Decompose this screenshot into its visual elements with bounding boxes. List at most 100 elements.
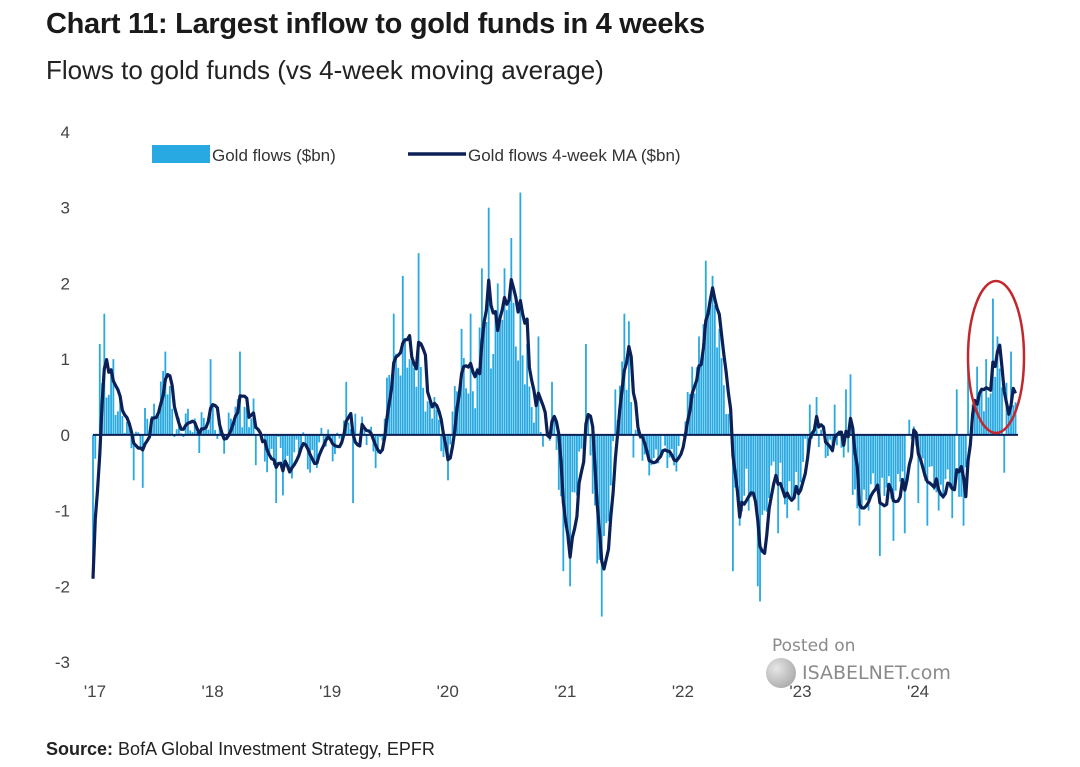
x-axis: '17 '18 '19 '20 '21 '22 '23 '24 <box>84 682 929 701</box>
flow-bar <box>987 397 990 435</box>
flow-bar <box>458 387 461 435</box>
flow-bar <box>555 434 558 450</box>
flow-bar <box>865 434 868 501</box>
flow-bar <box>851 434 854 495</box>
flow-bar <box>406 367 409 435</box>
flow-bar <box>505 310 508 435</box>
flow-bar <box>964 434 967 468</box>
flow-bar <box>336 432 339 435</box>
flow-bar <box>802 434 804 462</box>
flow-bar <box>404 339 406 435</box>
flow-bar <box>575 434 578 496</box>
flow-bar <box>589 434 592 456</box>
legend-label-line: Gold flows 4-week MA ($bn) <box>468 146 681 165</box>
flow-bar <box>752 434 755 497</box>
flow-bar <box>465 388 467 435</box>
flow-bar <box>716 347 718 435</box>
flow-bar <box>236 399 239 435</box>
flow-bar <box>483 322 486 435</box>
flow-bar <box>435 410 438 435</box>
chart-title: Chart 11: Largest inflow to gold funds i… <box>46 8 705 40</box>
x-tick-label: '24 <box>907 682 929 701</box>
flow-bar <box>793 434 795 495</box>
flow-bar <box>499 318 501 435</box>
flow-bar <box>876 434 879 494</box>
flow-bar <box>381 434 384 441</box>
flow-bar <box>788 434 791 482</box>
flow-bar <box>533 422 535 435</box>
flow-bar <box>478 327 481 435</box>
flow-bar <box>272 434 275 466</box>
flow-bar <box>763 434 766 511</box>
flow-bar <box>94 434 97 459</box>
flow-bar <box>318 434 321 443</box>
flow-bar <box>754 434 757 503</box>
flow-bar <box>698 336 700 435</box>
flow-bar <box>799 434 802 483</box>
flow-bar <box>553 415 556 435</box>
flow-bar <box>209 359 212 435</box>
flow-bar <box>490 368 492 435</box>
flow-bar <box>514 346 517 435</box>
flow-bar <box>824 434 827 458</box>
y-tick-label: 3 <box>61 199 70 218</box>
flow-bar <box>284 434 287 464</box>
flow-bar <box>585 344 587 435</box>
flow-bar <box>422 387 425 435</box>
flow-bar <box>951 434 954 519</box>
flow-bar <box>144 407 146 435</box>
flow-bar <box>736 434 739 484</box>
flow-bar <box>718 328 721 435</box>
ma-line <box>91 278 1017 579</box>
flow-bar <box>410 361 413 435</box>
flow-bar <box>451 411 454 435</box>
flow-bar <box>327 429 330 435</box>
flow-bar <box>652 434 655 458</box>
flow-bar <box>795 434 798 472</box>
watermark: Posted on ISABELNET.com <box>766 636 951 688</box>
flow-bar <box>279 434 282 448</box>
flow-bar <box>539 431 542 435</box>
flow-bar <box>295 434 298 440</box>
flow-bar <box>899 434 902 482</box>
flow-bar <box>908 419 911 435</box>
flow-bar <box>191 432 194 435</box>
flow-bar <box>646 434 648 453</box>
flow-bar <box>243 406 246 435</box>
flow-bar <box>198 434 201 454</box>
flow-bar <box>146 418 149 435</box>
flow-bar <box>322 434 325 445</box>
flow-bar <box>304 434 307 444</box>
flow-bar <box>883 434 886 496</box>
flow-bar <box>720 358 723 435</box>
flow-bar <box>449 434 452 445</box>
flow-bar <box>263 434 266 462</box>
flow-bar <box>677 434 680 447</box>
flow-bar <box>919 434 922 463</box>
flow-bar <box>329 434 332 438</box>
flow-bar <box>523 384 526 435</box>
flow-bar <box>659 434 662 456</box>
flow-bar <box>836 434 838 446</box>
flow-bar <box>426 401 429 435</box>
flow-bar <box>126 421 128 435</box>
flow-bar <box>270 434 273 449</box>
source-label: Source: <box>46 739 114 759</box>
flow-bar <box>614 389 617 435</box>
flow-bar <box>315 434 318 468</box>
flow-bar <box>695 367 698 435</box>
flow-bar <box>930 434 933 467</box>
y-tick-label: -3 <box>55 653 70 672</box>
flow-bar <box>320 427 323 435</box>
flow-bar <box>157 412 160 435</box>
flow-bar <box>395 353 397 435</box>
flow-bar <box>363 427 366 435</box>
flow-bar <box>700 361 703 435</box>
flow-bar <box>571 434 574 493</box>
flow-bar <box>370 426 373 435</box>
flow-bar <box>386 377 388 435</box>
flow-bar <box>847 434 850 453</box>
flow-bar <box>408 359 411 435</box>
flow-bar <box>587 413 590 435</box>
y-tick-label: 4 <box>61 123 70 142</box>
